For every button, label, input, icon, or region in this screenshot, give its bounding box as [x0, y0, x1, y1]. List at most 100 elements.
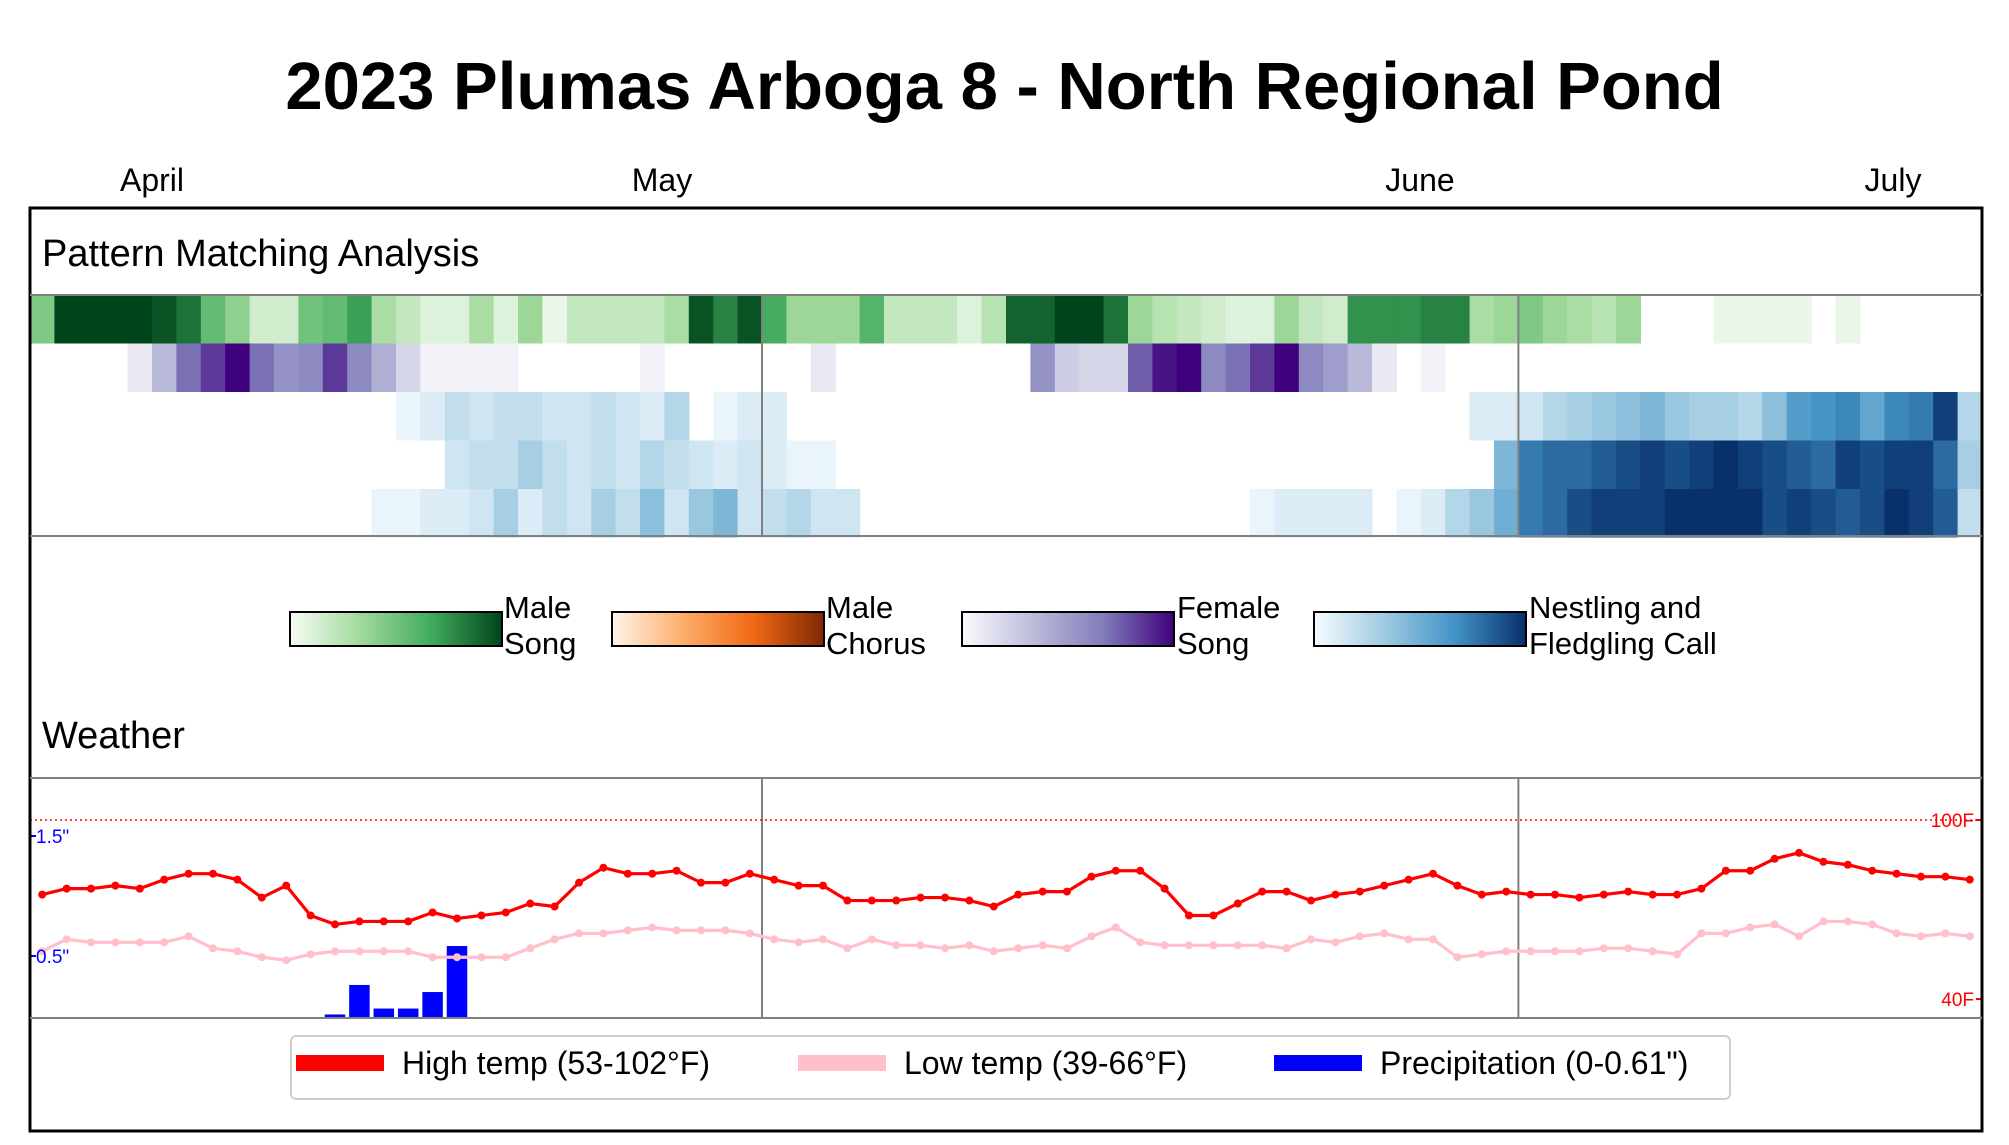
heatmap-cell	[396, 489, 421, 538]
heatmap-cell	[1518, 440, 1544, 489]
heatmap-cell	[1738, 440, 1763, 489]
heatmap-cell	[1054, 343, 1080, 392]
high-temp-point	[62, 884, 71, 893]
low-temp-point	[1307, 935, 1315, 944]
heatmap-cell	[688, 489, 714, 538]
low-temp-point	[1404, 935, 1413, 944]
low-temp-point	[1282, 944, 1291, 953]
heatmap-cell	[322, 343, 348, 392]
high-temp-point	[306, 911, 315, 920]
colorbar	[289, 611, 503, 647]
high-temp-point	[135, 884, 144, 893]
heatmap-cell	[1616, 295, 1641, 344]
heatmap-cell	[762, 440, 787, 489]
heatmap-cell	[1054, 295, 1080, 344]
weather-section-title: Weather	[42, 715, 185, 757]
heatmap-cell	[30, 295, 55, 344]
heatmap-cell	[1738, 392, 1763, 441]
low-temp-point	[135, 938, 144, 947]
heatmap-cell	[1957, 489, 1983, 538]
low-temp-point	[306, 950, 315, 959]
heatmap-cell	[688, 295, 714, 344]
figure-frame	[28, 206, 1984, 1133]
high-temp-point	[843, 896, 852, 905]
low-temp-point	[38, 947, 47, 956]
low-temp-point	[1697, 929, 1706, 938]
colorbar	[611, 611, 825, 647]
high-temp-point	[1307, 896, 1315, 905]
low-temp-point	[1624, 944, 1633, 953]
heatmap-cell	[1347, 295, 1373, 344]
low-temp-point	[892, 941, 901, 950]
legend-swatch-high-temp	[296, 1054, 384, 1071]
heatmap-cell	[737, 295, 763, 344]
heatmap-cell	[615, 440, 641, 489]
heatmap-cell	[1908, 489, 1934, 538]
high-temp-point	[745, 869, 754, 878]
heatmap-cell	[1616, 392, 1641, 441]
heatmap-cell	[1713, 489, 1739, 538]
heatmap-cell	[1274, 295, 1300, 344]
heatmap-cell	[1030, 343, 1056, 392]
heatmap-cell	[1884, 489, 1910, 538]
low-temp-point	[1941, 929, 1950, 938]
heatmap-cell	[274, 295, 299, 344]
heatmap-cell	[1738, 489, 1763, 538]
high-temp-point	[1355, 887, 1364, 896]
high-temp-point	[1795, 848, 1803, 857]
high-temp-point	[672, 866, 681, 875]
heatmap-cell	[640, 440, 665, 489]
heatmap-cell	[786, 440, 812, 489]
high-temp-point	[1136, 866, 1145, 875]
heatmap-cell	[566, 489, 592, 538]
heatmap-cell	[835, 489, 861, 538]
high-temp-point	[1551, 890, 1559, 899]
low-temp-point	[721, 926, 730, 935]
heatmap-cell	[1079, 343, 1105, 392]
heatmap-cell	[566, 295, 592, 344]
heatmap-cell	[664, 489, 690, 538]
low-temp-point	[1551, 947, 1559, 956]
heatmap-cell	[1933, 489, 1959, 538]
colorbar-label-male-chorus: Male Chorus	[826, 590, 926, 661]
low-temp-point	[1087, 932, 1096, 941]
high-temp-line	[41, 851, 1970, 927]
high-temp-point	[1380, 881, 1389, 890]
high-temp-point	[1063, 887, 1071, 896]
low-temp-point	[257, 953, 266, 962]
high-temp-point	[1648, 890, 1657, 899]
high-temp-point	[1868, 866, 1877, 875]
heatmap-cell	[518, 489, 543, 538]
high-temp-point	[770, 875, 779, 884]
heatmap-cell	[640, 343, 665, 392]
heatmap-cell	[810, 295, 836, 344]
low-temp-point	[1014, 944, 1023, 953]
heatmap-cell	[1469, 295, 1495, 344]
low-temp-point	[87, 938, 95, 947]
heatmap-cell	[469, 489, 495, 538]
low-temp-point	[404, 947, 413, 956]
high-temp-point	[331, 920, 339, 929]
heatmap-cell	[518, 295, 543, 344]
heatmap-cell	[1811, 440, 1837, 489]
high-temp-point	[1843, 860, 1852, 869]
heatmap-cell	[1786, 392, 1812, 441]
heatmap-cell	[469, 343, 495, 392]
heatmap-cell	[1494, 295, 1519, 344]
heatmap-cell	[469, 295, 495, 344]
heatmap-cell	[1591, 392, 1617, 441]
high-temp-point	[965, 896, 974, 905]
heatmap-cell	[1518, 392, 1544, 441]
heatmap-cell	[1494, 440, 1519, 489]
temp-tick-label: 100F	[1931, 811, 1974, 832]
low-temp-point	[1599, 944, 1608, 953]
heatmap-cell	[1274, 489, 1300, 538]
low-temp-point	[1233, 941, 1242, 950]
precipitation-bar	[349, 984, 370, 1018]
low-temp-point	[1429, 935, 1437, 944]
low-temp-point	[1185, 941, 1193, 950]
heatmap-cell	[737, 440, 763, 489]
heatmap-cell	[176, 295, 202, 344]
heatmap-cell	[1323, 489, 1349, 538]
heatmap-cell	[518, 392, 543, 441]
